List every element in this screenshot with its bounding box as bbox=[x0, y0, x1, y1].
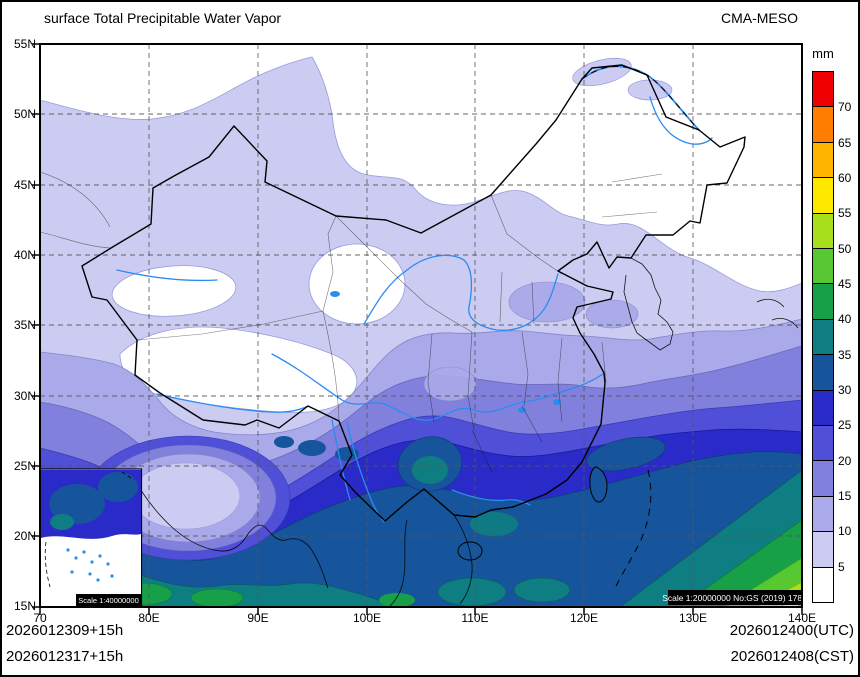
colorbar-tick-label: 35 bbox=[838, 348, 852, 362]
colorbar-swatches bbox=[812, 71, 834, 604]
country-border bbox=[81, 64, 746, 522]
colorbar-tick-label: 20 bbox=[838, 454, 852, 468]
colorbar-swatch bbox=[812, 141, 834, 179]
model-name: CMA-MESO bbox=[721, 10, 798, 26]
colorbar-tick-label: 45 bbox=[838, 277, 852, 291]
amur-border-dashes bbox=[581, 65, 700, 131]
axis-ticks-bottom bbox=[39, 607, 803, 615]
colorbar-swatch bbox=[812, 460, 834, 497]
taiwan-island bbox=[589, 466, 608, 503]
lon-tick-label: 90E bbox=[247, 611, 269, 625]
colorbar-swatch bbox=[812, 283, 834, 320]
hainan-island bbox=[457, 541, 483, 561]
graticule bbox=[40, 44, 802, 607]
colorbar-swatch bbox=[812, 354, 834, 391]
province-borders bbox=[40, 171, 663, 473]
colorbar-swatch bbox=[812, 531, 834, 568]
page-title: surface Total Precipitable Water Vapor bbox=[44, 10, 282, 26]
lon-tick-label: 80E bbox=[138, 611, 160, 625]
colorbar-tick-label: 60 bbox=[838, 171, 852, 185]
lat-tick-label: 25N bbox=[13, 459, 36, 473]
colorbar-swatch bbox=[812, 425, 834, 462]
colorbar-swatch bbox=[812, 566, 834, 604]
lon-tick-label: 120E bbox=[569, 611, 599, 625]
lat-tick-label: 15N bbox=[13, 599, 36, 613]
run-time-utc: 2026012309+15h bbox=[6, 622, 124, 639]
lat-tick-label: 45N bbox=[13, 178, 36, 192]
colorbar-tick-label: 5 bbox=[838, 560, 845, 574]
lat-tick-label: 40N bbox=[13, 248, 36, 262]
lon-tick-label: 130E bbox=[678, 611, 708, 625]
scale-note-label: Scale 1:20000000 No:GS (2019) 1786 bbox=[662, 593, 807, 603]
lat-tick-label: 30N bbox=[13, 389, 36, 403]
colorbar-swatch bbox=[812, 389, 834, 427]
colorbar-swatch bbox=[812, 106, 834, 143]
lon-tick-label: 70 bbox=[33, 611, 47, 625]
colorbar-tick-label: 70 bbox=[838, 100, 852, 114]
colorbar-swatch bbox=[812, 177, 834, 214]
axis-ticks-left bbox=[32, 43, 40, 608]
lon-tick-label: 110E bbox=[461, 611, 489, 625]
colorbar-swatch bbox=[812, 212, 834, 250]
inset-scale-label: Scale 1:40000000 bbox=[78, 596, 138, 605]
run-time-cst: 2026012317+15h bbox=[6, 648, 124, 665]
colorbar-tick-label: 10 bbox=[838, 524, 852, 538]
map-plot-area: Scale 1:40000000 Scale 1:20000000 No:GS … bbox=[40, 44, 807, 607]
colorbar-tick-label: 50 bbox=[838, 242, 852, 256]
colorbar-swatch bbox=[812, 248, 834, 285]
colorbar-tick-label: 15 bbox=[838, 489, 852, 503]
pwv-contour-bands bbox=[40, 56, 802, 607]
colorbar-swatch bbox=[812, 495, 834, 533]
lat-tick-label: 55N bbox=[13, 37, 36, 51]
colorbar-tick-label: 65 bbox=[838, 136, 852, 150]
scale-note: Scale 1:20000000 No:GS (2019) 1786 bbox=[662, 590, 807, 605]
lat-tick-label: 35N bbox=[13, 318, 36, 332]
lon-tick-label: 140E bbox=[787, 611, 817, 625]
coastlines bbox=[129, 257, 799, 607]
colorbar-tick-label: 30 bbox=[838, 383, 852, 397]
colorbar-tick-label: 40 bbox=[838, 312, 852, 326]
valid-time-utc: 2026012400(UTC) bbox=[729, 622, 854, 639]
lat-tick-label: 50N bbox=[13, 107, 36, 121]
valid-time-cst: 2026012408(CST) bbox=[730, 648, 854, 665]
colorbar-swatch bbox=[812, 71, 834, 108]
colorbar-tick-label: 55 bbox=[838, 206, 852, 220]
colorbar-swatch bbox=[812, 318, 834, 356]
lat-tick-label: 20N bbox=[13, 529, 36, 543]
colorbar-unit: mm bbox=[812, 46, 834, 61]
inset-map: Scale 1:40000000 bbox=[40, 468, 143, 607]
inset-scale-box bbox=[76, 594, 141, 606]
colorbar-tick-label: 25 bbox=[838, 418, 852, 432]
lon-tick-label: 100E bbox=[352, 611, 382, 625]
